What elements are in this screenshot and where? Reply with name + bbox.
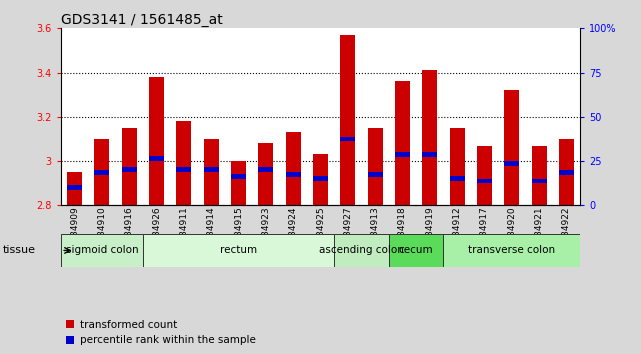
- Bar: [143, 234, 334, 267]
- Text: transverse colon: transverse colon: [468, 245, 555, 256]
- Bar: [122, 128, 137, 205]
- Bar: [340, 137, 355, 141]
- Bar: [449, 176, 465, 181]
- Text: sigmoid colon: sigmoid colon: [65, 245, 138, 256]
- Bar: [61, 234, 143, 267]
- Bar: [334, 234, 389, 267]
- Bar: [67, 172, 82, 205]
- Bar: [449, 128, 465, 205]
- Bar: [444, 234, 580, 267]
- Bar: [395, 152, 410, 157]
- Bar: [67, 185, 82, 190]
- Bar: [258, 167, 273, 172]
- Bar: [368, 172, 383, 177]
- Bar: [422, 152, 437, 157]
- Bar: [176, 167, 192, 172]
- Bar: [258, 143, 273, 205]
- Bar: [122, 167, 137, 172]
- Bar: [94, 139, 110, 205]
- Bar: [477, 178, 492, 183]
- Bar: [313, 154, 328, 205]
- Bar: [531, 178, 547, 183]
- Bar: [231, 161, 246, 205]
- Bar: [94, 170, 110, 175]
- Bar: [340, 35, 355, 205]
- Text: tissue: tissue: [3, 245, 36, 256]
- Bar: [149, 156, 164, 161]
- Bar: [286, 172, 301, 177]
- Legend: transformed count, percentile rank within the sample: transformed count, percentile rank withi…: [66, 320, 256, 345]
- Bar: [389, 234, 444, 267]
- Bar: [559, 170, 574, 175]
- Bar: [368, 128, 383, 205]
- Bar: [204, 167, 219, 172]
- Bar: [286, 132, 301, 205]
- Bar: [559, 139, 574, 205]
- Bar: [395, 81, 410, 205]
- Bar: [531, 145, 547, 205]
- Text: cecum: cecum: [399, 245, 433, 256]
- Text: ascending colon: ascending colon: [319, 245, 404, 256]
- Bar: [313, 176, 328, 181]
- Bar: [231, 174, 246, 179]
- Bar: [504, 90, 519, 205]
- Bar: [477, 145, 492, 205]
- Bar: [176, 121, 192, 205]
- Bar: [422, 70, 437, 205]
- Text: rectum: rectum: [220, 245, 257, 256]
- Bar: [504, 161, 519, 166]
- Bar: [204, 139, 219, 205]
- Text: GDS3141 / 1561485_at: GDS3141 / 1561485_at: [61, 13, 222, 27]
- Bar: [149, 77, 164, 205]
